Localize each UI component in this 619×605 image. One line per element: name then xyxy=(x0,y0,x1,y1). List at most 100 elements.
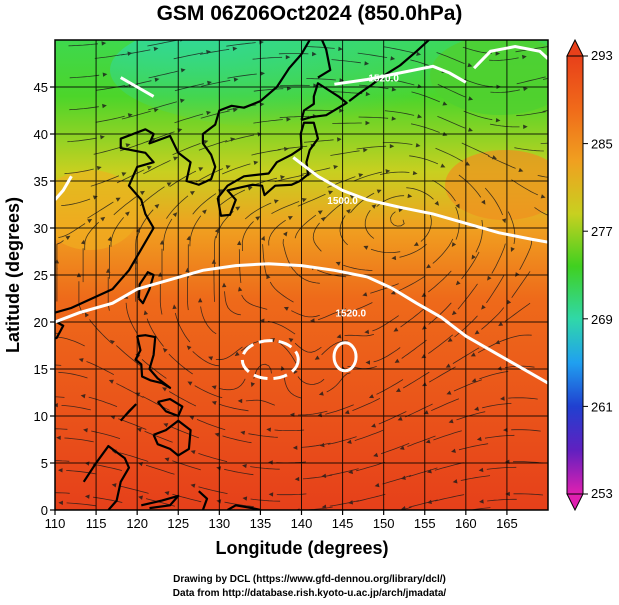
streamline xyxy=(163,218,173,251)
x-tick-label: 150 xyxy=(373,516,395,531)
streamline-arrow xyxy=(376,189,382,194)
streamline xyxy=(513,493,544,496)
streamline xyxy=(411,91,440,103)
streamline-arrow xyxy=(179,98,185,103)
streamline-arrow xyxy=(238,286,243,292)
streamline-arrow xyxy=(233,77,239,82)
streamline xyxy=(541,46,548,48)
streamline xyxy=(463,78,493,88)
streamline xyxy=(192,193,217,215)
x-tick-label: 115 xyxy=(86,516,107,531)
streamline xyxy=(463,110,493,121)
streamline xyxy=(274,174,304,182)
streamline xyxy=(400,307,426,328)
streamline xyxy=(353,171,383,182)
streamline xyxy=(159,280,163,315)
streamline xyxy=(356,493,386,502)
streamline-arrow xyxy=(453,510,458,515)
streamline xyxy=(227,73,257,79)
streamline-arrow xyxy=(216,499,222,504)
streamline xyxy=(187,276,189,311)
streamline-arrow xyxy=(146,165,152,171)
streamline-arrow xyxy=(207,80,212,86)
streamline-arrow xyxy=(312,51,317,57)
streamline xyxy=(88,396,118,407)
streamline xyxy=(61,198,91,206)
streamline-arrow xyxy=(135,392,141,397)
streamline xyxy=(399,243,427,258)
geopotential-contours xyxy=(55,45,548,385)
streamline xyxy=(58,371,88,379)
streamline-arrow xyxy=(111,483,117,488)
streamline xyxy=(95,115,125,123)
streamline-arrow xyxy=(468,96,474,101)
streamline xyxy=(252,56,283,60)
credit-drawing: Drawing by DCL (https://www.gfd-dennou.o… xyxy=(173,574,446,585)
streamline xyxy=(428,302,452,325)
streamline xyxy=(434,462,464,471)
streamline xyxy=(250,466,280,470)
streamline xyxy=(433,430,462,441)
coastlines xyxy=(55,40,430,510)
streamline xyxy=(491,243,506,274)
streamline xyxy=(370,248,401,254)
streamline-arrow xyxy=(440,163,446,168)
streamline xyxy=(213,268,215,302)
streamline-arrow xyxy=(445,363,451,368)
contour-label: 1520.0 xyxy=(368,74,399,85)
streamline xyxy=(484,187,503,216)
streamline-arrow xyxy=(523,124,528,129)
y-tick-label: 10 xyxy=(34,409,48,424)
streamline-arrow xyxy=(201,209,207,215)
streamline-arrow xyxy=(371,423,377,428)
streamline-arrow xyxy=(549,108,554,113)
streamline-arrow xyxy=(84,494,90,499)
streamline-arrow xyxy=(283,306,289,311)
streamline-arrow xyxy=(339,78,345,83)
streamline-arrow xyxy=(397,416,403,421)
streamline xyxy=(486,275,505,304)
coastline xyxy=(198,490,209,510)
streamline xyxy=(174,312,191,343)
streamline-arrow xyxy=(164,457,170,462)
streamline xyxy=(269,281,294,303)
streamline-arrow xyxy=(373,452,379,458)
streamline-arrow xyxy=(50,370,55,374)
streamline-arrow xyxy=(186,345,192,351)
streamline-arrow xyxy=(495,118,501,123)
streamline xyxy=(241,294,268,310)
streamline xyxy=(293,269,320,284)
coastline xyxy=(227,504,261,510)
streamline xyxy=(135,235,138,270)
x-axis-label: Longitude (degrees) xyxy=(215,538,388,558)
streamline-arrow xyxy=(288,337,294,343)
streamline xyxy=(121,110,151,120)
x-tick-label: 120 xyxy=(126,516,148,531)
streamline-arrow xyxy=(374,482,380,488)
streamline xyxy=(55,428,68,430)
streamline-arrow xyxy=(96,165,102,171)
streamline xyxy=(406,187,434,200)
streamline xyxy=(398,275,426,292)
streamline-arrow xyxy=(321,473,327,478)
streamline xyxy=(475,219,483,253)
streamline xyxy=(55,396,65,398)
streamline-arrow xyxy=(548,44,553,49)
streamline-arrow xyxy=(198,297,203,303)
streamline-arrow xyxy=(455,280,461,286)
streamline-arrow xyxy=(344,409,350,415)
streamline-arrow xyxy=(189,415,195,420)
streamline xyxy=(540,142,548,144)
coastline xyxy=(137,271,155,305)
streamline-arrow xyxy=(416,51,422,56)
streamline xyxy=(268,219,286,246)
streamline-arrow xyxy=(333,164,339,170)
lat-lon-grid xyxy=(55,40,548,510)
streamline-arrow xyxy=(211,401,217,406)
streamline xyxy=(332,91,363,95)
streamline-arrow xyxy=(348,500,354,505)
map-title: GSM 06Z06Oct2024 (850.0hPa) xyxy=(156,2,463,25)
streamline-arrow xyxy=(390,56,396,61)
streamline xyxy=(458,443,489,451)
streamline xyxy=(407,435,436,447)
